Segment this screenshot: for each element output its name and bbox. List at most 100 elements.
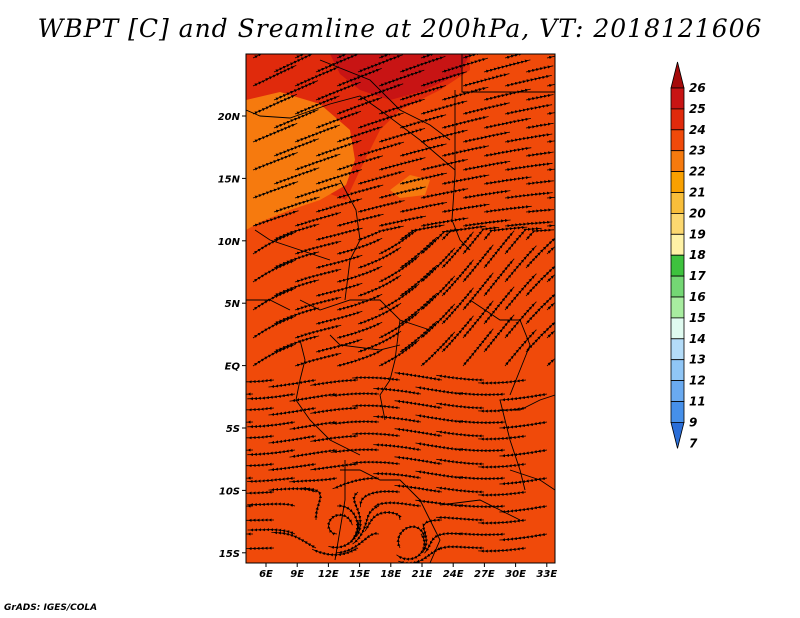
streamline: [252, 152, 298, 171]
streamline: [357, 302, 402, 325]
streamline: [399, 56, 446, 73]
lat-tick-label: 20N: [218, 112, 241, 123]
streamline: [420, 71, 467, 87]
country-border: [339, 179, 361, 301]
streamline: [415, 386, 464, 396]
lon-tick-label: 27E: [474, 569, 495, 580]
lon-tick-label: 6E: [259, 569, 273, 580]
streamline: [300, 486, 323, 521]
streamline: [357, 141, 405, 157]
colorbar: 26 25 24 23 22 21 20 19 18 17 16 15 14 13 12 11 9 7: [670, 61, 706, 450]
streamline: [289, 448, 338, 458]
streamline: [499, 532, 548, 542]
streamline: [357, 274, 402, 297]
streamline: [294, 352, 342, 367]
streamline: [294, 268, 342, 283]
colorbar-swatch: [670, 129, 685, 152]
colorbar-swatch: [670, 317, 685, 340]
streamline: [289, 392, 338, 402]
streamline: [310, 378, 359, 387]
streamline: [315, 169, 362, 185]
streamline: [252, 54, 262, 59]
streamline: [478, 378, 527, 385]
country-border: [329, 334, 401, 351]
streamline: [336, 349, 383, 367]
streamline: [294, 212, 342, 227]
streamline: [457, 419, 506, 425]
colorbar-label: 18: [689, 248, 706, 262]
streamline: [525, 122, 554, 130]
streamline: [315, 198, 363, 213]
streamline: [252, 315, 296, 339]
lon-tick-label: 30E: [505, 569, 526, 580]
streamline: [420, 100, 468, 115]
streamline: [336, 265, 383, 283]
colorbar-swatch: [670, 401, 685, 423]
streamline: [546, 55, 555, 60]
country-border: [319, 59, 451, 141]
streamline: [336, 213, 384, 227]
streamline: [394, 371, 443, 382]
streamline: [252, 259, 296, 283]
streamline: [504, 133, 553, 144]
streamline: [436, 402, 485, 410]
colorbar-label: 9: [689, 415, 697, 429]
colorbar-bottom-arrow: [670, 422, 685, 449]
streamline: [336, 293, 383, 311]
streamline: [504, 54, 523, 59]
country-border: [340, 469, 421, 501]
streamline: [462, 189, 511, 200]
streamline: [483, 176, 532, 186]
streamline: [441, 86, 489, 101]
streamline: [246, 462, 275, 468]
streamline: [378, 215, 427, 228]
country-border: [509, 469, 555, 491]
streamline: [336, 321, 383, 339]
streamline: [357, 200, 405, 213]
streamline: [483, 88, 531, 101]
colorbar-swatch: [670, 192, 685, 214]
streamline: [436, 374, 485, 382]
colorbar-label: 14: [689, 332, 706, 346]
colorbar-swatch: [670, 338, 685, 361]
streamline: [357, 112, 404, 129]
lat-tick-label: 10N: [218, 237, 241, 248]
lat-tick-label: 5S: [226, 424, 240, 435]
streamline: [252, 123, 298, 143]
streamline: [436, 430, 485, 438]
lat-tick-label: 15N: [218, 174, 241, 185]
streamline: [357, 170, 405, 185]
streamline: [315, 140, 362, 157]
streamline: [525, 94, 554, 102]
colorbar-label: 22: [689, 165, 706, 179]
streamline: [436, 545, 485, 551]
streamline: [310, 462, 359, 471]
streamline: [294, 296, 342, 311]
colorbar-swatch: [670, 150, 685, 172]
streamline: [457, 475, 506, 481]
streamline: [315, 110, 362, 129]
streamline: [483, 205, 532, 214]
streamline: [483, 117, 532, 130]
country-border: [254, 229, 331, 261]
colorbar-label: 24: [689, 123, 706, 137]
streamline: [268, 462, 317, 472]
country-border: [439, 499, 521, 521]
country-border: [379, 319, 401, 421]
colorbar-label: 12: [689, 374, 706, 388]
streamline: [247, 476, 296, 483]
colorbar-label: 7: [689, 436, 698, 450]
streamline: [396, 525, 426, 549]
streamline: [268, 406, 317, 417]
streamline: [394, 427, 443, 438]
streamline: [373, 415, 422, 424]
streamline: [483, 146, 532, 158]
streamline: [331, 419, 380, 425]
country-border: [469, 299, 531, 396]
country-border: [246, 299, 291, 311]
colorbar-swatch: [670, 380, 685, 402]
streamline: [546, 357, 555, 367]
streamline: [246, 546, 275, 551]
colorbar-swatch: [670, 296, 685, 319]
streamline: [441, 116, 489, 129]
